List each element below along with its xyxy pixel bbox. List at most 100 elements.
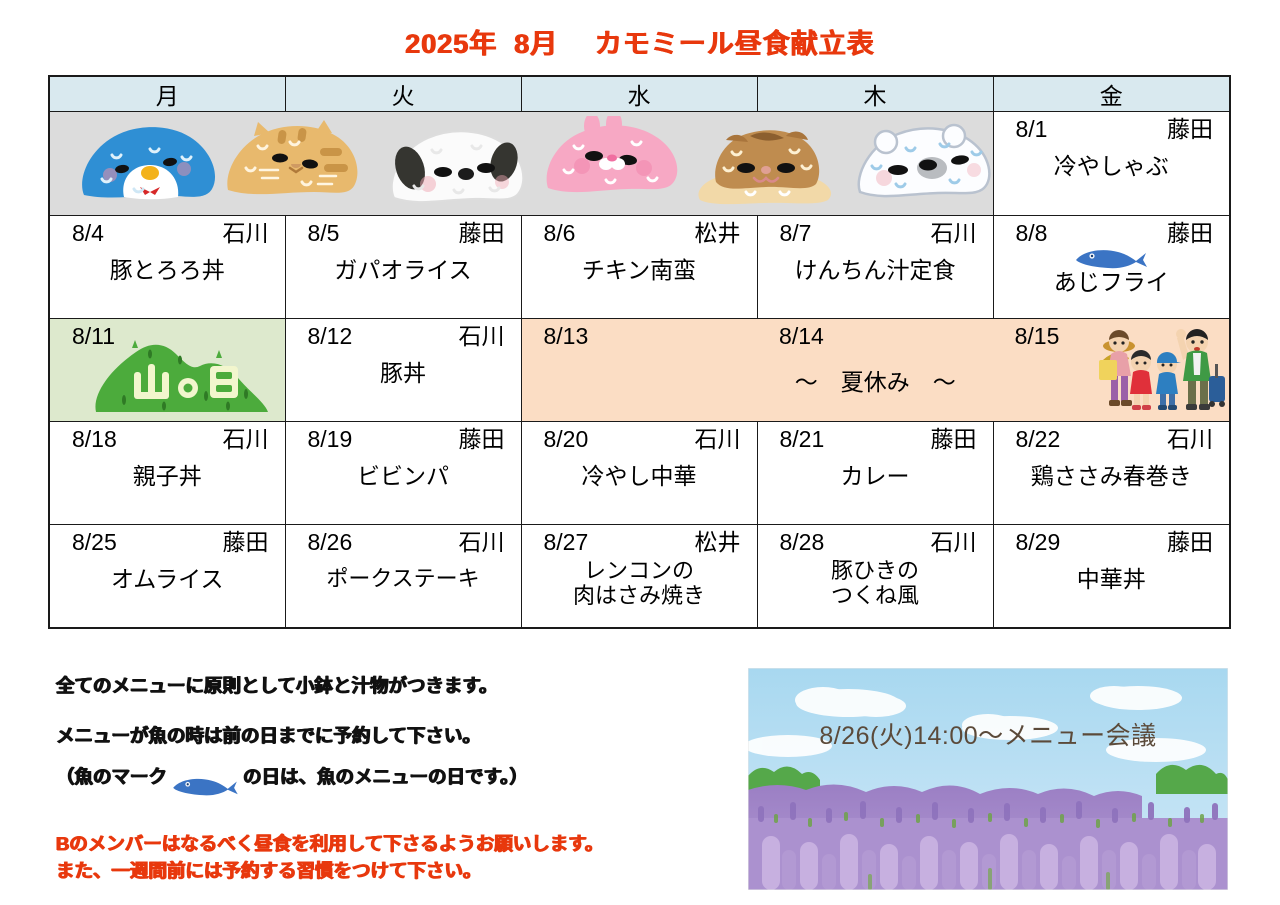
melting-animals-banner <box>48 111 994 216</box>
day-cell-8-28[interactable]: 8/28 石川 豚ひきの つくね風 <box>756 524 994 629</box>
cell-header: 8/25 藤田 <box>50 525 285 555</box>
summer-vacation-label: 〜 夏休み 〜 <box>794 369 956 396</box>
dog-icon <box>380 124 530 211</box>
cell-header: 8/29 藤田 <box>994 525 1230 555</box>
cell-menu: チキン南蛮 <box>581 257 697 284</box>
cell-date: 8/19 <box>307 426 353 452</box>
cell-cook: 石川 <box>930 529 977 555</box>
note-line-2: メニューが魚の時は前の日までに予約して下さい。 <box>56 724 481 746</box>
cell-date: 8/7 <box>779 220 812 246</box>
cell-menu: けんちん汁定食 <box>794 257 956 284</box>
menu-calendar-table: 月 火 水 木 金 <box>48 75 1231 629</box>
weekday-header-thu: 木 <box>756 75 994 112</box>
day-cell-8-25[interactable]: 8/25 藤田 オムライス <box>48 524 286 629</box>
day-cell-8-26[interactable]: 8/26 石川 ポークステーキ <box>284 524 522 629</box>
day-cell-8-27[interactable]: 8/27 松井 レンコンの 肉はさみ焼き <box>520 524 758 629</box>
cell-cook: 石川 <box>458 529 505 555</box>
cell-menu: ビビンパ <box>357 463 449 490</box>
hamster-icon <box>690 126 840 213</box>
day-cell-8-19[interactable]: 8/19 藤田 ビビンパ <box>284 421 522 525</box>
cell-date: 8/28 <box>779 529 825 555</box>
page-title: 2025年 8月 カモミール昼食献立表 <box>405 29 875 59</box>
day-cell-8-5[interactable]: 8/5 藤田 ガパオライス <box>284 215 522 319</box>
cell-header: 8/12 石川 <box>286 319 521 349</box>
cell-menu: ポークステーキ <box>326 566 480 592</box>
cell-menu: カレー <box>840 463 910 490</box>
day-cell-8-4[interactable]: 8/4 石川 豚とろろ丼 <box>48 215 286 319</box>
day-cell-8-20[interactable]: 8/20 石川 冷やし中華 <box>520 421 758 525</box>
weekday-header-mon: 月 <box>48 75 286 112</box>
cell-cook: 石川 <box>1167 426 1213 452</box>
cell-menu: 鶏ささみ春巻き <box>1030 463 1192 490</box>
rabbit-icon <box>540 111 685 203</box>
cell-date: 8/26 <box>307 529 353 555</box>
note-line-3-prefix: （魚のマーク <box>56 766 168 788</box>
day-cell-8-12[interactable]: 8/12 石川 豚丼 <box>284 318 522 422</box>
weekday-header-wed: 水 <box>520 75 758 112</box>
cell-header: 8/21 藤田 <box>758 422 993 452</box>
cell-header: 8/1 藤田 <box>994 112 1230 142</box>
day-cell-8-6[interactable]: 8/6 松井 チキン南蛮 <box>520 215 758 319</box>
day-cell-8-1[interactable]: 8/1 藤田 冷やしゃぶ <box>992 111 1231 216</box>
cell-date: 8/14 <box>779 323 824 349</box>
cell-date: 8/1 <box>1015 116 1048 142</box>
cell-header: 8/5 藤田 <box>286 216 521 246</box>
note-line-3-suffix: の日は、魚のメニューの日です。） <box>243 766 528 788</box>
cell-date: 8/22 <box>1015 426 1061 452</box>
cell-menu: ガパオライス <box>334 257 472 284</box>
cell-header: 8/22 石川 <box>994 422 1230 452</box>
day-cell-8-21[interactable]: 8/21 藤田 カレー <box>756 421 994 525</box>
note-red-request: Bのメンバーはなるべく昼食を利用して下さるようお願いします。 また、一週間前には… <box>56 833 604 881</box>
week-row-3: 8/11 <box>48 318 1231 422</box>
cell-date: 8/20 <box>543 426 589 452</box>
day-cell-8-29[interactable]: 8/29 藤田 中華丼 <box>992 524 1231 629</box>
cell-date: 8/15 <box>1014 323 1060 349</box>
penguin-icon <box>72 117 222 207</box>
cell-header: 8/4 石川 <box>50 216 285 246</box>
cell-menu: 親子丼 <box>132 463 202 490</box>
cell-date: 8/11 <box>72 323 116 349</box>
cell-date: 8/8 <box>1015 220 1048 246</box>
cell-menu: 中華丼 <box>1076 566 1146 593</box>
cell-date: 8/29 <box>1015 529 1061 555</box>
day-cell-8-7[interactable]: 8/7 石川 けんちん汁定食 <box>756 215 994 319</box>
cell-cook: 石川 <box>222 220 269 246</box>
cell-header: 8/18 石川 <box>50 422 285 452</box>
cell-header-8-15: 8/15 <box>993 319 1229 349</box>
cell-cook: 石川 <box>222 426 269 452</box>
cell-menu: オムライス <box>111 566 224 593</box>
mountain-day-icon <box>88 336 278 419</box>
cell-header: 8/28 石川 <box>758 525 993 555</box>
cell-menu: 豚ひきの つくね風 <box>830 558 919 609</box>
cell-header: 8/26 石川 <box>286 525 521 555</box>
week-row-4: 8/18 石川 親子丼 8/19 藤田 ビビンパ <box>48 421 1231 525</box>
cell-header: 8/7 石川 <box>758 216 993 246</box>
fish-marker <box>994 248 1230 270</box>
cell-date: 8/27 <box>543 529 589 555</box>
cell-cook: 藤田 <box>930 426 977 452</box>
day-cell-8-11-holiday[interactable]: 8/11 <box>48 318 286 422</box>
polar-bear-icon <box>850 122 998 207</box>
menu-meeting-caption: 8/26(火)14:00〜メニュー会議 <box>819 722 1157 750</box>
weekday-header-tue: 火 <box>284 75 522 112</box>
day-cell-8-18[interactable]: 8/18 石川 親子丼 <box>48 421 286 525</box>
cat-icon <box>220 120 365 205</box>
summer-vacation-cell[interactable]: 8/13 8/14 8/15 〜 夏休み 〜 <box>520 318 1231 422</box>
family-travel-icon <box>1097 320 1227 421</box>
week-row-5: 8/25 藤田 オムライス 8/26 石川 ポークステーキ <box>48 524 1231 629</box>
lavender-field-photo: 8/26(火)14:00〜メニュー会議 <box>748 668 1228 890</box>
weekday-header-row: 月 火 水 木 金 <box>48 75 1231 112</box>
day-cell-8-8[interactable]: 8/8 藤田 あじフライ <box>992 215 1231 319</box>
cell-menu: 豚丼 <box>380 360 426 387</box>
cell-date: 8/5 <box>307 220 340 246</box>
notes-section: 全てのメニューに原則として小鉢と汁物がつきます。 メニューが魚の時は前の日までに… <box>56 672 716 885</box>
cell-cook: 石川 <box>930 220 977 246</box>
note-line-1: 全てのメニューに原則として小鉢と汁物がつきます。 <box>56 675 498 696</box>
day-cell-8-22[interactable]: 8/22 石川 鶏ささみ春巻き <box>992 421 1231 525</box>
cell-cook: 藤田 <box>222 529 269 555</box>
cell-date: 8/13 <box>543 323 589 349</box>
cell-date: 8/12 <box>307 323 353 349</box>
note-spacer <box>56 700 716 722</box>
cell-cook: 松井 <box>694 529 741 555</box>
